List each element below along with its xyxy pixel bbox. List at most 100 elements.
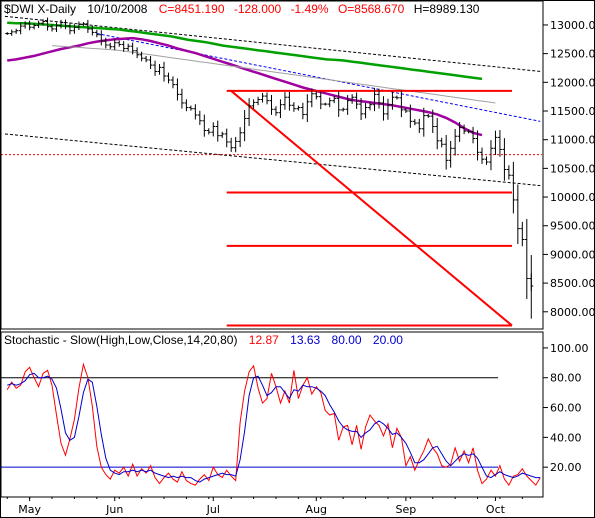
price-bar — [524, 218, 529, 300]
price-bar — [63, 19, 68, 30]
price-bar — [305, 94, 310, 123]
price-bar — [220, 131, 225, 138]
price-bar — [175, 78, 180, 101]
price-bar — [439, 137, 444, 148]
price-tick-label: 11000.00 — [550, 134, 595, 147]
price-bar — [359, 97, 364, 121]
price-bar — [466, 129, 471, 134]
price-bar — [493, 130, 498, 156]
price-bar — [453, 128, 458, 156]
price-bar — [206, 128, 211, 135]
price-tick-label: 10000.00 — [550, 191, 595, 204]
price-bar — [273, 106, 278, 116]
price-bar — [211, 122, 216, 137]
price-bar — [291, 102, 296, 112]
header-high: H=8989.130 — [414, 2, 480, 16]
price-bar — [50, 24, 55, 32]
price-bar — [368, 101, 373, 111]
stochastic-tick-label: 100.00 — [550, 342, 589, 355]
price-bar — [282, 92, 287, 110]
moving-average-purple — [7, 36, 483, 137]
stochastic-lower-level: 20.00 — [373, 333, 403, 347]
price-bar — [412, 119, 417, 126]
price-bar — [179, 88, 184, 109]
price-bar — [5, 32, 10, 35]
header-close: C=8451.190 — [159, 2, 225, 16]
moving-average-green — [7, 21, 483, 81]
price-tick-label: 11500.00 — [550, 105, 595, 118]
price-bar — [27, 20, 32, 31]
price-bar — [475, 130, 480, 161]
price-tick-label: 9500.00 — [550, 220, 595, 233]
price-bar — [520, 221, 525, 247]
price-bar — [385, 98, 390, 120]
header-open: O=8568.670 — [338, 2, 405, 16]
price-bar — [278, 99, 283, 119]
price-bar — [471, 126, 476, 144]
price-bar — [309, 88, 314, 108]
price-bar — [72, 24, 77, 34]
price-bar — [457, 122, 462, 142]
price-tick-label: 12000.00 — [550, 76, 595, 89]
price-tick-label: 8000.00 — [550, 306, 595, 319]
price-bar — [372, 87, 377, 112]
header-symbol: $DWI X-Daily — [4, 2, 76, 16]
price-bar — [403, 107, 408, 113]
price-bar — [363, 103, 368, 119]
price-bar — [515, 184, 520, 245]
price-bar — [54, 22, 59, 33]
price-tick-label: 12500.00 — [550, 48, 595, 61]
stochastic-line-k — [6, 362, 541, 487]
red-diagonal-trendline — [230, 90, 513, 327]
price-bar — [497, 130, 502, 157]
price-bar — [197, 110, 202, 125]
price-bar — [323, 102, 328, 106]
axes: 13000.00 12500.00 12000.00 11500.00 11000.00… — [6, 19, 595, 516]
price-bar — [430, 109, 435, 133]
price-bar — [23, 21, 28, 29]
price-bar — [157, 64, 162, 75]
stochastic-k-value: 12.87 — [249, 333, 279, 347]
price-bar — [314, 90, 319, 100]
price-bar — [9, 29, 14, 36]
stochastic-tick-label: 40.00 — [550, 431, 582, 444]
stochastic-line-d — [7, 372, 541, 483]
price-bar — [448, 140, 453, 168]
month-tick-label: Jun — [105, 503, 123, 516]
header-change-pct: -1.49% — [291, 2, 329, 16]
price-bar — [269, 95, 274, 115]
price-bar — [229, 137, 234, 152]
price-bar — [36, 20, 41, 29]
header-change: -128.000 — [234, 2, 282, 16]
month-tick-label: May — [18, 503, 41, 516]
price-bar — [18, 22, 23, 35]
price-tick-label: 8500.00 — [550, 277, 595, 290]
price-bar — [148, 56, 153, 70]
price-bar — [117, 40, 122, 47]
price-bar — [85, 19, 90, 33]
price-bar — [444, 134, 449, 170]
month-tick-label: Jul — [206, 503, 220, 516]
price-bar — [81, 22, 86, 27]
price-bar — [480, 147, 485, 164]
price-bar — [484, 156, 489, 165]
price-tick-label: 10500.00 — [550, 162, 595, 175]
price-bar — [58, 19, 63, 29]
month-tick-label: Sep — [396, 503, 417, 516]
price-bar — [135, 47, 140, 59]
price-bar — [318, 91, 323, 110]
price-bar — [99, 30, 104, 46]
price-bar — [224, 128, 229, 148]
price-bar — [247, 98, 252, 127]
price-bar — [399, 90, 404, 118]
stochastic-d-value: 13.63 — [290, 333, 320, 347]
price-bar — [260, 92, 265, 103]
stochastic-upper-level: 80.00 — [332, 333, 362, 347]
price-bar — [166, 72, 171, 84]
price-bar — [162, 61, 167, 82]
header-date: 10/10/2008 — [87, 2, 147, 16]
price-bar — [345, 95, 350, 115]
stochastic-tick-label: 20.00 — [550, 461, 582, 474]
